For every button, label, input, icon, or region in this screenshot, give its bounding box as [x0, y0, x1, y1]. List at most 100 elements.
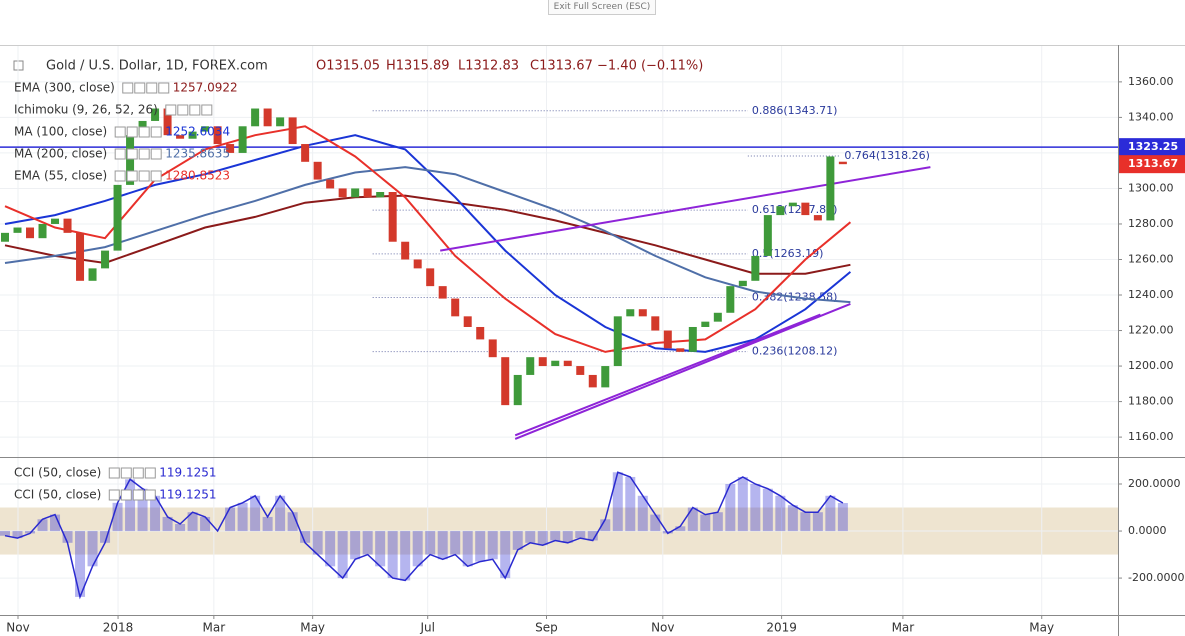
candle: [451, 298, 460, 317]
candle: [326, 179, 335, 189]
x-tick-label: Mar: [892, 621, 915, 635]
cci-bar: [800, 512, 811, 532]
cci-bar: [550, 531, 561, 541]
legend-value: 1235.8635: [165, 147, 230, 161]
fib-label: 0.886(1343.71): [752, 104, 838, 117]
candle: [601, 366, 610, 388]
fib-label: 0.236(1208.12): [752, 345, 838, 358]
candle: [213, 126, 222, 145]
legend-icon: [132, 489, 144, 501]
candle: [363, 188, 372, 198]
candle: [563, 360, 572, 367]
candle: [13, 227, 22, 233]
legend-icon: [114, 170, 126, 182]
candle: [738, 280, 747, 287]
legend-icon: [108, 467, 120, 479]
legend-entry: Ichimoku (9, 26, 52, 26): [14, 103, 158, 117]
cci-bar: [425, 531, 436, 555]
y-tick-label: 1220.00: [1128, 324, 1174, 337]
legend-icon: [177, 104, 189, 116]
candle: [838, 161, 847, 165]
cci-bar: [250, 495, 261, 532]
ma-line: [4, 194, 851, 275]
legend-icon: [120, 489, 132, 501]
legend-value: 119.1251: [159, 466, 216, 480]
y-tick-label: 1300.00: [1128, 181, 1174, 194]
candle: [651, 316, 660, 331]
candle: [588, 374, 597, 388]
candle: [176, 135, 185, 139]
candle: [801, 202, 810, 216]
cci-bar: [637, 495, 648, 532]
candle: [263, 108, 272, 127]
candle: [63, 218, 72, 233]
candle: [751, 255, 760, 281]
candle: [201, 126, 210, 132]
legend-icon: [134, 82, 146, 94]
candle: [226, 144, 235, 153]
x-tick-label: Nov: [651, 621, 674, 635]
legend-icon: [138, 170, 150, 182]
candle: [688, 326, 697, 352]
legend-icon: [108, 489, 120, 501]
cci-bar: [537, 531, 548, 546]
legend-icon: [165, 104, 177, 116]
cci-bar: [125, 479, 136, 532]
candle: [288, 117, 297, 145]
y-tick-label: 1360.00: [1128, 75, 1174, 88]
candle: [101, 250, 110, 269]
x-tick-label: Mar: [203, 621, 226, 635]
candle: [576, 366, 585, 375]
cci-bar: [50, 514, 61, 532]
cci-bar: [412, 531, 423, 567]
legend-entry: MA (200, close): [14, 147, 107, 161]
cci-bar: [675, 526, 686, 532]
cci-bar: [150, 495, 161, 532]
cci-bar: [0, 531, 11, 536]
cci-bar: [625, 476, 636, 532]
candle: [188, 131, 197, 139]
ohlc-value: H1315.89: [386, 59, 450, 74]
cci-bar: [612, 472, 623, 532]
x-tick-label: Jul: [419, 621, 434, 635]
exit-fullscreen-button[interactable]: Exit Full Screen (ESC): [548, 0, 656, 15]
ohlc-value: O1315.05: [316, 59, 380, 74]
x-tick-label: May: [1029, 621, 1054, 635]
ohlc-value: −1.40 (−0.11%): [597, 59, 703, 74]
candle: [413, 259, 422, 269]
candle: [538, 357, 547, 367]
cci-bar: [587, 531, 598, 541]
candle: [338, 188, 347, 198]
cci-bar: [187, 512, 198, 532]
legend-icon: [146, 82, 158, 94]
legend-icon: [201, 104, 213, 116]
cci-bar: [812, 512, 823, 532]
candle: [163, 108, 172, 136]
candle: [463, 316, 472, 327]
candle: [251, 108, 260, 127]
ohlc-value: L1312.83: [458, 59, 519, 74]
cci-bar: [275, 495, 286, 532]
cci-bar: [825, 495, 836, 532]
trend-line: [440, 166, 931, 252]
price-label: 1313.67: [1128, 157, 1178, 170]
cci-bar: [737, 476, 748, 532]
candle: [376, 191, 385, 198]
candle: [526, 357, 535, 375]
cci-bar: [87, 531, 98, 567]
legend-icon: [120, 467, 132, 479]
cci-bar: [712, 512, 723, 532]
cci-bar: [475, 531, 486, 562]
candle: [676, 348, 685, 352]
ma-line: [4, 166, 851, 304]
legend-icon: [114, 148, 126, 160]
cci-bar: [100, 531, 111, 543]
x-tick-label: May: [300, 621, 325, 635]
y-tick-label: 200.0000: [1128, 477, 1181, 490]
candle: [826, 156, 835, 221]
cci-bar: [262, 516, 273, 532]
legend-icon: [114, 126, 126, 138]
candle: [26, 227, 35, 239]
x-tick-label: 2019: [766, 621, 797, 635]
